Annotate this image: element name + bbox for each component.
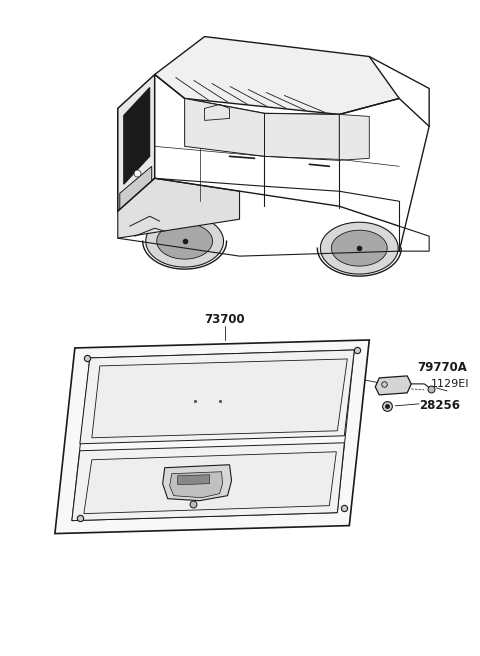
Polygon shape	[163, 464, 231, 501]
Polygon shape	[157, 223, 213, 259]
Polygon shape	[375, 376, 411, 395]
Polygon shape	[92, 359, 348, 438]
Polygon shape	[146, 215, 224, 267]
Polygon shape	[84, 452, 336, 514]
Polygon shape	[120, 167, 152, 236]
Polygon shape	[118, 178, 240, 238]
Polygon shape	[339, 114, 369, 160]
Text: 28256: 28256	[419, 400, 460, 413]
Polygon shape	[118, 75, 155, 211]
Polygon shape	[80, 350, 354, 443]
Text: 73700: 73700	[204, 313, 245, 326]
Polygon shape	[321, 222, 398, 274]
Polygon shape	[264, 113, 339, 160]
Polygon shape	[72, 443, 344, 521]
Polygon shape	[124, 87, 150, 184]
Polygon shape	[185, 98, 264, 156]
Polygon shape	[169, 472, 223, 498]
Polygon shape	[55, 340, 369, 533]
Text: 1129EI: 1129EI	[431, 379, 469, 389]
Polygon shape	[155, 37, 399, 114]
Polygon shape	[331, 230, 387, 266]
Text: 79770A: 79770A	[417, 361, 467, 375]
Polygon shape	[178, 475, 210, 485]
